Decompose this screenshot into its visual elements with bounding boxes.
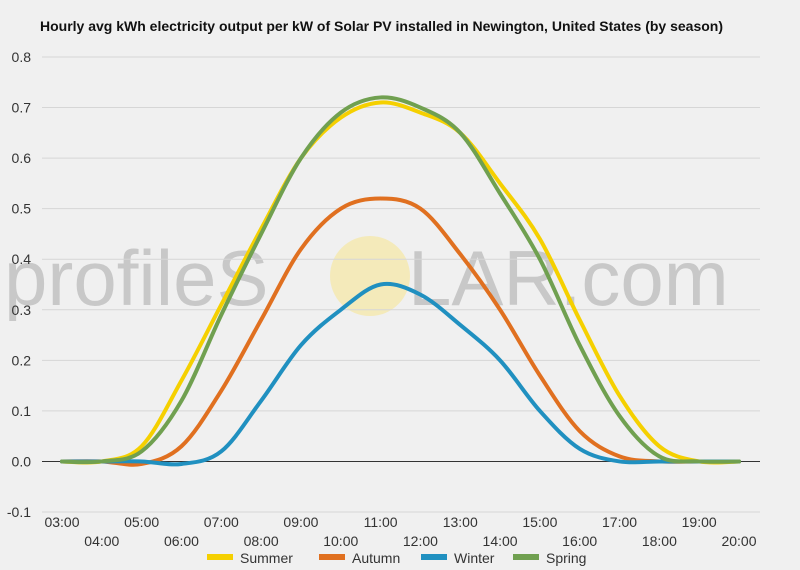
series-line-autumn [60, 196, 741, 467]
x-tick-label: 05:00 [124, 514, 159, 530]
x-tick-label: 08:00 [244, 533, 279, 549]
x-tick-label: 07:00 [204, 514, 239, 530]
legend: Summer Autumn Winter Spring [207, 550, 586, 566]
x-tick-label: 10:00 [323, 533, 358, 549]
legend-label-spring: Spring [546, 550, 586, 566]
y-tick-label: 0.3 [12, 302, 32, 318]
x-tick-label: 20:00 [721, 533, 756, 549]
series-line-spring [60, 95, 741, 465]
watermark: profileS LAR.com [4, 234, 729, 322]
legend-swatch-winter [421, 554, 447, 560]
watermark-sun-icon [330, 236, 410, 316]
legend-swatch-autumn [319, 554, 345, 560]
x-tick-label: 14:00 [483, 533, 518, 549]
legend-label-autumn: Autumn [352, 550, 400, 566]
y-tick-label: 0.8 [12, 49, 32, 65]
y-axis: -0.1 0.0 0.1 0.2 0.3 0.4 0.5 0.6 0.7 0.8 [7, 49, 31, 520]
x-tick-label: 15:00 [522, 514, 557, 530]
y-tick-label: 0.5 [12, 201, 32, 217]
x-tick-label: 19:00 [682, 514, 717, 530]
series-line-summer [60, 100, 741, 465]
x-tick-label: 06:00 [164, 533, 199, 549]
y-tick-label: 0.2 [12, 352, 32, 368]
x-tick-label: 13:00 [443, 514, 478, 530]
x-tick-label: 17:00 [602, 514, 637, 530]
y-tick-label: 0.6 [12, 150, 32, 166]
watermark-text-start: profileS [4, 234, 268, 322]
grid-lines [42, 56, 760, 513]
y-tick-label: 0.1 [12, 403, 32, 419]
series-lines [60, 95, 741, 467]
chart-title: Hourly avg kWh electricity output per kW… [40, 18, 723, 34]
legend-label-winter: Winter [454, 550, 495, 566]
x-tick-label: 18:00 [642, 533, 677, 549]
x-tick-label: 04:00 [84, 533, 119, 549]
series-line-winter [60, 281, 741, 467]
y-tick-label: 0.0 [12, 453, 32, 469]
legend-swatch-summer [207, 554, 233, 560]
x-tick-label: 16:00 [562, 533, 597, 549]
x-tick-label: 09:00 [283, 514, 318, 530]
x-tick-label: 11:00 [364, 514, 398, 530]
x-tick-label: 12:00 [403, 533, 438, 549]
watermark-text-end: LAR.com [408, 234, 729, 322]
y-tick-label: 0.4 [12, 251, 32, 267]
legend-label-summer: Summer [240, 550, 293, 566]
x-tick-label: 03:00 [44, 514, 79, 530]
legend-swatch-spring [513, 554, 539, 560]
y-tick-label: 0.7 [12, 100, 32, 116]
y-tick-label: -0.1 [7, 504, 31, 520]
